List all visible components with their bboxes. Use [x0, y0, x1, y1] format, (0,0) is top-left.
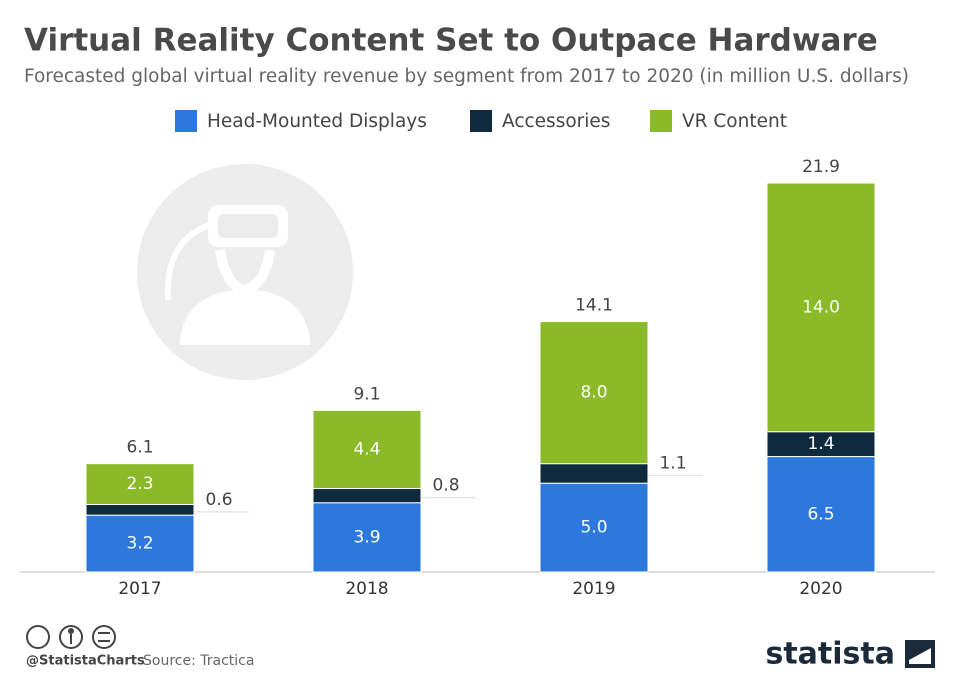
chart-title: Virtual Reality Content Set to Outpace H… [24, 23, 878, 59]
data-label: 4.4 [353, 439, 380, 459]
legend-swatch [650, 110, 672, 132]
total-label: 14.1 [575, 296, 613, 316]
data-label: 3.9 [353, 527, 380, 547]
footer-source: Source: Tractica [143, 653, 254, 669]
data-label: 8.0 [580, 383, 607, 403]
total-label: 21.9 [802, 157, 840, 177]
bar-segment [539, 321, 649, 465]
bar-segment [766, 431, 876, 458]
x-tick-label: 2020 [799, 579, 842, 599]
data-label: 0.6 [205, 490, 232, 510]
bar-segment [85, 463, 195, 506]
data-label: 0.8 [432, 476, 459, 496]
bar-segment [766, 182, 876, 433]
brand: statista [765, 637, 895, 672]
data-label: 3.2 [126, 534, 153, 554]
data-label: 5.0 [580, 518, 607, 538]
legend-swatch [175, 110, 197, 132]
footer [26, 625, 116, 649]
bar-segment [85, 514, 195, 573]
data-label: 6.5 [807, 504, 834, 524]
bar-segment [312, 502, 422, 573]
total-label: 6.1 [126, 438, 153, 458]
bar-segment [539, 482, 649, 573]
bar-segment [312, 409, 422, 490]
legend-label: Accessories [502, 111, 610, 132]
x-tick-label: 2018 [345, 579, 388, 599]
bar-segment [85, 504, 195, 516]
bar-segment [312, 488, 422, 504]
legend-label: Head-Mounted Displays [207, 111, 427, 132]
chart-subtitle: Forecasted global virtual reality revenu… [24, 66, 909, 87]
data-label: 14.0 [802, 297, 840, 317]
x-tick-label: 2019 [572, 579, 615, 599]
vr-icon [137, 164, 353, 380]
legend-swatch [470, 110, 492, 132]
brand-logo [905, 640, 935, 668]
x-tick-label: 2017 [118, 579, 161, 599]
footer-handle: @StatistaCharts [26, 654, 145, 669]
bar-segment [766, 456, 876, 573]
data-label: 1.4 [807, 434, 834, 454]
legend-label: VR Content [682, 111, 787, 132]
data-label: 1.1 [659, 453, 686, 473]
bar-segment [539, 463, 649, 484]
data-label: 2.3 [126, 474, 153, 494]
total-label: 9.1 [353, 384, 380, 404]
